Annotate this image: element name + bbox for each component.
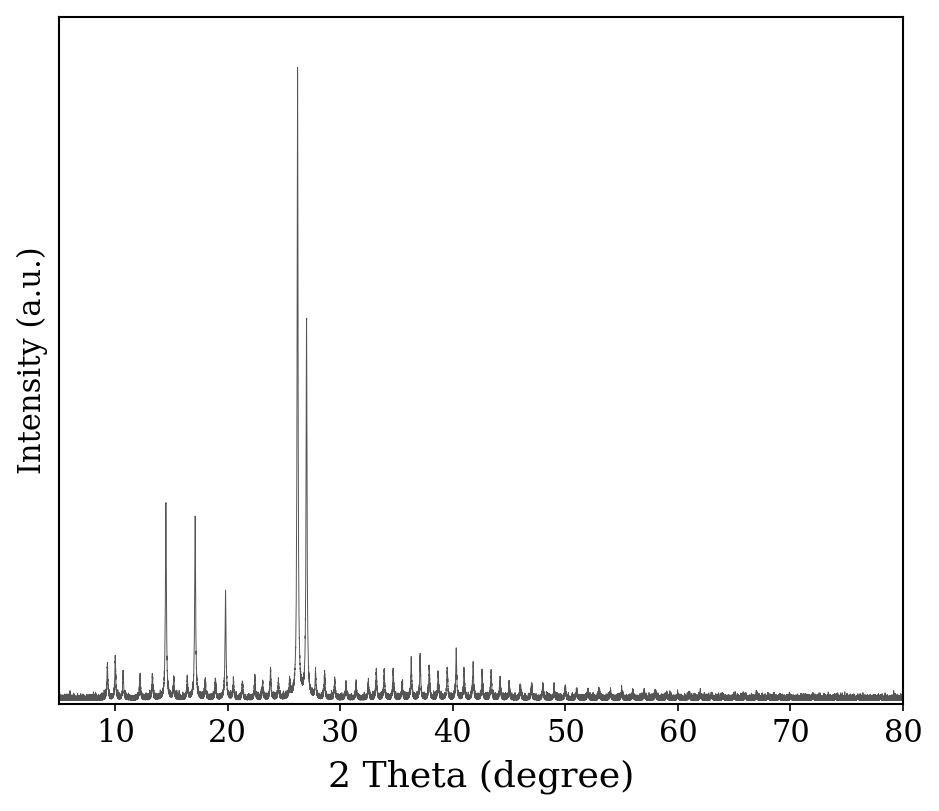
Y-axis label: Intensity (a.u.): Intensity (a.u.) (17, 247, 48, 474)
X-axis label: 2 Theta (degree): 2 Theta (degree) (328, 760, 634, 794)
